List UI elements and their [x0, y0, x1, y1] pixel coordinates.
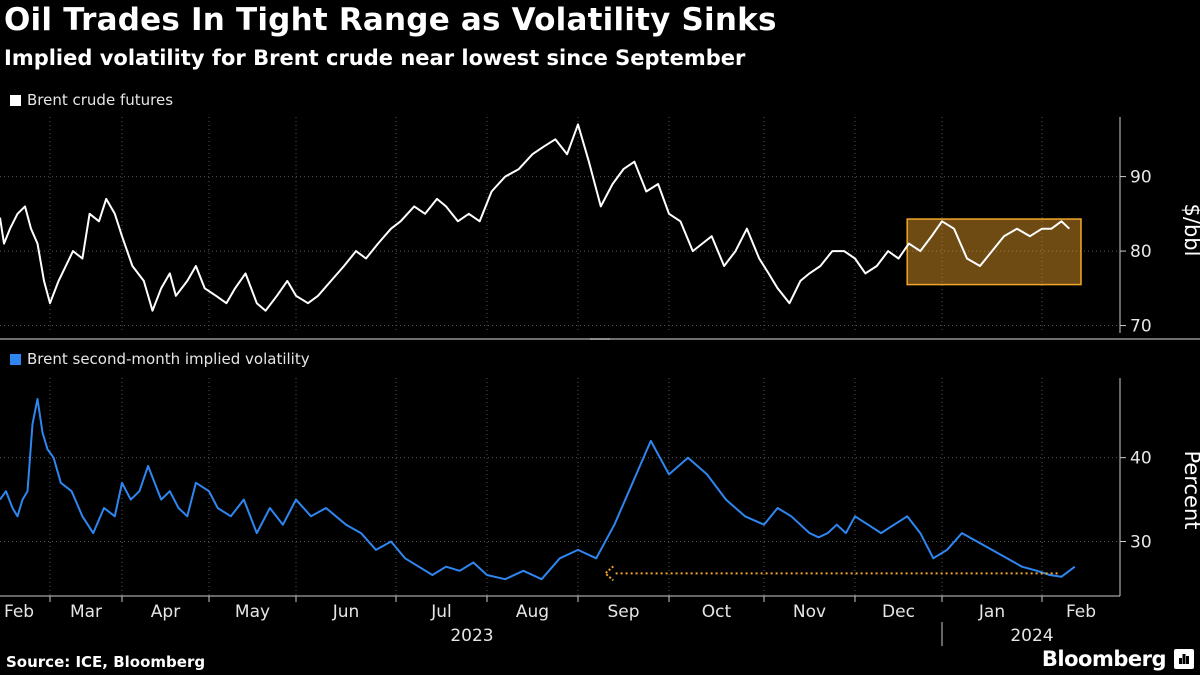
price-panel: 70 80 90 [0, 117, 1152, 337]
source-note: Source: ICE, Bloomberg [6, 653, 206, 671]
x-tick-label: Dec [882, 602, 915, 622]
chart-subtitle: Implied volatility for Brent crude near … [4, 46, 746, 70]
x-tick-label: Aug [516, 602, 549, 622]
x-tick-label: Feb [1066, 602, 1096, 622]
legend-vol-label: Brent second-month implied volatility [27, 350, 310, 368]
x-tick-label: May [235, 602, 270, 622]
price-series-line [0, 123, 1070, 312]
vol-y-label: Percent [1180, 450, 1200, 529]
legend-price-label: Brent crude futures [27, 91, 174, 109]
price-tick-label: 90 [1130, 168, 1152, 188]
volatility-panel: 30 40 [0, 378, 1152, 596]
legend-vol-swatch [10, 353, 21, 365]
legend-vol: Brent second-month implied volatility [10, 350, 310, 368]
price-tick-label: 70 [1130, 317, 1152, 337]
highlight-range-box [906, 218, 1082, 286]
x-year-label: 2023 [450, 626, 493, 646]
x-year-label: 2024 [1010, 626, 1053, 646]
bloomberg-logo: Bloomberg [1041, 647, 1167, 671]
vol-series-line [0, 398, 1076, 581]
x-tick-label: Jun [332, 602, 360, 622]
x-tick-label: Nov [793, 602, 826, 622]
x-tick-label: Jul [430, 602, 452, 622]
price-tick-label: 80 [1130, 242, 1152, 262]
price-y-label: $/bbl [1180, 204, 1200, 257]
x-tick-label: Oct [702, 602, 732, 622]
gridlines [49, 117, 1043, 596]
legend-price: Brent crude futures [10, 91, 173, 109]
chart-title: Oil Trades In Tight Range as Volatility … [4, 2, 777, 38]
vol-tick-label: 40 [1130, 449, 1152, 469]
x-tick-label: Feb [4, 602, 34, 622]
x-tick-label: Jan [978, 602, 1005, 622]
annotation-arrowhead [603, 565, 614, 582]
x-tick-label: Mar [70, 602, 102, 622]
x-tick-label: Sep [607, 602, 639, 622]
x-axis: Feb Mar Apr May Jun Jul Aug Sep Oct Nov Dec Jan Feb 2… [0, 595, 1120, 646]
legend-price-swatch [10, 94, 21, 106]
bloomberg-terminal-icon [1174, 649, 1194, 669]
vol-tick-label: 30 [1130, 533, 1152, 553]
x-tick-label: Apr [151, 602, 180, 622]
